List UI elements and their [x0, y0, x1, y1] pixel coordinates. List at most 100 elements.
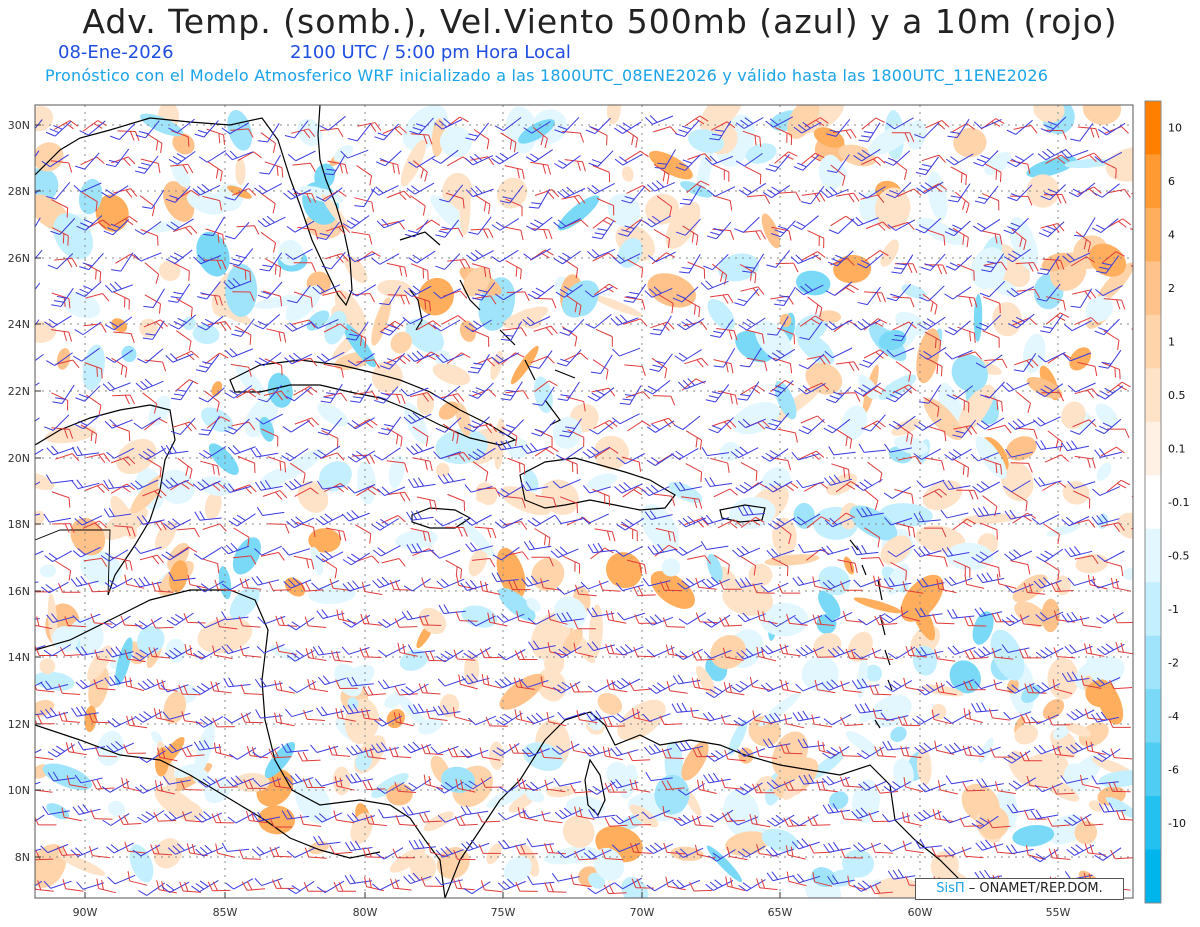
wind-barb-500mb — [198, 387, 225, 403]
wind-barb-10m — [1042, 258, 1065, 270]
island-cuba — [229, 359, 517, 446]
warm-advection-cell — [35, 142, 64, 172]
cold-advection-cell — [1026, 156, 1077, 178]
wind-barb-10m — [471, 329, 490, 347]
wind-barb-500mb — [824, 347, 853, 359]
wind-barb-10m — [115, 253, 140, 264]
wind-barb-500mb — [468, 354, 490, 374]
wind-barb-500mb — [346, 321, 369, 341]
wind-barb-500mb — [587, 387, 615, 402]
wind-barb-500mb — [342, 215, 370, 229]
cold-advection-cell — [388, 455, 405, 489]
cold-advection-cell — [774, 380, 797, 420]
lon-label: 80W — [353, 906, 378, 919]
wind-barb-500mb — [465, 153, 494, 166]
wind-barb-500mb — [886, 117, 914, 130]
warm-advection-cell — [681, 741, 709, 781]
wind-barb-500mb — [1037, 255, 1060, 275]
wind-barb-10m — [230, 363, 252, 377]
warm-advection-cell — [455, 402, 472, 437]
cold-advection-cell — [357, 461, 376, 505]
warm-advection-cell — [87, 645, 113, 682]
wind-barb-500mb — [1068, 182, 1096, 198]
cold-advection-cell — [973, 294, 983, 342]
wind-barb-10m — [653, 228, 670, 249]
wind-barb-10m — [863, 349, 889, 359]
wind-barb-10m — [594, 283, 618, 296]
cold-advection-cell — [121, 345, 137, 363]
wind-barb-500mb — [465, 185, 494, 198]
wind-barb-500mb — [559, 318, 585, 336]
warm-advection-cell — [1062, 481, 1090, 505]
cold-advection-cell — [1085, 296, 1114, 323]
wind-barb-500mb — [433, 385, 461, 400]
cold-advection-cell — [196, 231, 230, 277]
cold-advection-cell — [347, 697, 359, 710]
cold-advection-cell — [1105, 797, 1133, 820]
cold-advection-cell — [430, 195, 469, 233]
wind-barb-10m — [596, 198, 615, 216]
wind-barb-500mb — [194, 120, 219, 138]
warm-advection-cell — [197, 616, 253, 654]
wind-barb-10m — [626, 185, 651, 194]
cold-advection-cell — [208, 443, 239, 475]
wind-barb-500mb — [197, 315, 224, 331]
wind-barb-500mb — [975, 314, 1002, 331]
wind-barb-500mb — [73, 347, 100, 362]
cold-advection-cell — [938, 382, 964, 434]
warm-advection-cell — [35, 106, 54, 132]
wind-barb-500mb — [135, 120, 160, 139]
cold-advection-cell — [158, 469, 195, 504]
warm-advection-cell — [650, 570, 695, 609]
wind-barb-500mb — [165, 249, 193, 264]
cold-advection-cell — [840, 405, 868, 441]
lat-label: 20N — [8, 452, 30, 465]
wind-barb-10m — [1103, 298, 1126, 310]
wind-barb-10m — [1016, 288, 1041, 299]
wind-barb-10m — [264, 161, 284, 178]
warm-advection-cell — [468, 547, 488, 577]
wind-barb-10m — [327, 160, 348, 175]
warm-advection-cell — [1047, 657, 1079, 700]
wind-barb-10m — [563, 352, 589, 362]
wind-barb-10m — [207, 160, 223, 182]
wind-barb-10m — [837, 392, 861, 402]
warm-advection-cell — [617, 699, 666, 741]
cold-advection-cell — [754, 320, 793, 361]
wind-barb-500mb — [433, 288, 462, 299]
cold-advection-cell — [267, 372, 293, 408]
warm-advection-cell — [84, 705, 97, 732]
warm-advection-cell — [900, 574, 944, 622]
wind-barb-10m — [113, 188, 138, 198]
wind-barb-10m — [981, 193, 1000, 211]
cold-advection-cell — [317, 402, 349, 427]
wind-barb-500mb — [679, 253, 701, 274]
wind-barb-500mb — [915, 217, 942, 234]
wind-barb-500mb — [1040, 184, 1066, 201]
wind-barb-500mb — [1060, 148, 1089, 159]
cold-advection-cell — [285, 285, 322, 322]
cold-advection-cell — [758, 692, 801, 727]
wind-barb-10m — [1044, 129, 1067, 140]
wind-barb-10m — [260, 231, 277, 253]
wind-barb-500mb — [41, 154, 69, 168]
wind-barb-500mb — [379, 285, 401, 306]
wind-barb-10m — [323, 392, 348, 402]
wind-barb-10m — [139, 195, 156, 217]
warm-advection-cell — [519, 308, 542, 329]
warm-advection-cell — [562, 815, 595, 848]
wind-barb-500mb — [257, 384, 282, 403]
wind-barb-10m — [474, 194, 491, 215]
wind-barb-500mb — [35, 217, 41, 238]
map-title: Adv. Temp. (somb.), Vel.Viento 500mb (az… — [82, 2, 1118, 41]
warm-advection-cell — [169, 560, 188, 593]
cold-advection-cell — [1097, 513, 1108, 529]
warm-advection-cell — [1001, 461, 1034, 502]
wind-barb-10m — [470, 228, 494, 239]
warm-advection-cell — [621, 166, 634, 182]
wind-barb-500mb — [1040, 116, 1067, 133]
wind-barb-500mb — [765, 116, 794, 128]
wind-barb-500mb — [1006, 119, 1033, 135]
warm-advection-cell — [110, 495, 137, 540]
cold-advection-cell — [52, 626, 79, 652]
